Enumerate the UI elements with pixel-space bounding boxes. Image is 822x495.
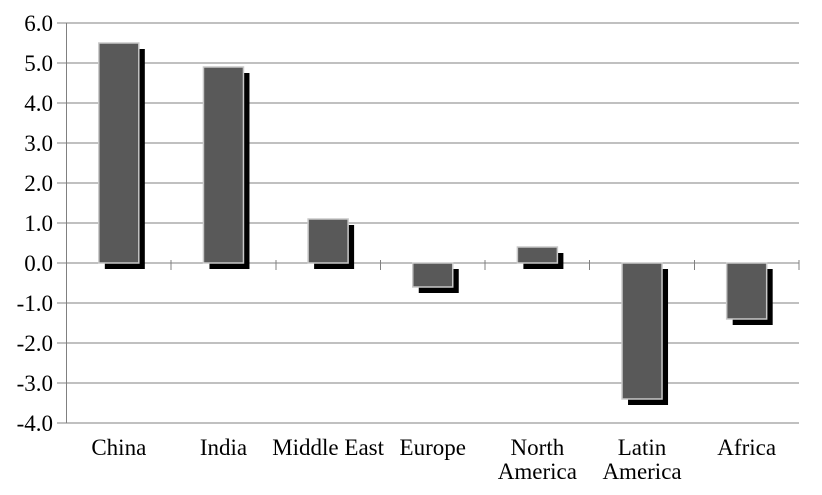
y-tick-label: 1.0 — [24, 211, 53, 236]
y-tick-label: -4.0 — [17, 411, 53, 436]
category-label-africa: Africa — [717, 435, 776, 460]
category-label-europe: Europe — [400, 435, 466, 460]
y-tick-label: 6.0 — [24, 11, 53, 36]
bar-middle-east — [307, 218, 349, 264]
y-tick-label: -3.0 — [17, 371, 53, 396]
category-label-north-america: America — [498, 459, 577, 484]
category-label-middle-east: Middle East — [272, 435, 384, 460]
bar-europe — [412, 262, 454, 288]
bar-africa — [725, 262, 768, 320]
category-label-china: China — [91, 435, 146, 460]
bar-north-america — [516, 246, 559, 264]
y-tick-label: 2.0 — [24, 171, 53, 196]
category-label-india: India — [200, 435, 247, 460]
category-label-north-america: North — [511, 435, 565, 460]
y-tick-label: 0.0 — [24, 251, 53, 276]
y-tick-label: 4.0 — [24, 91, 53, 116]
y-tick-label: 5.0 — [24, 51, 53, 76]
y-tick-label: -2.0 — [17, 331, 53, 356]
category-label-latin-america: America — [602, 459, 681, 484]
bar-india — [202, 66, 245, 264]
category-label-latin-america: Latin — [618, 435, 667, 460]
y-tick-label: 3.0 — [24, 131, 53, 156]
y-tick-label: -1.0 — [17, 291, 53, 316]
bar-latin-america — [621, 262, 663, 400]
bar-china — [98, 42, 140, 264]
